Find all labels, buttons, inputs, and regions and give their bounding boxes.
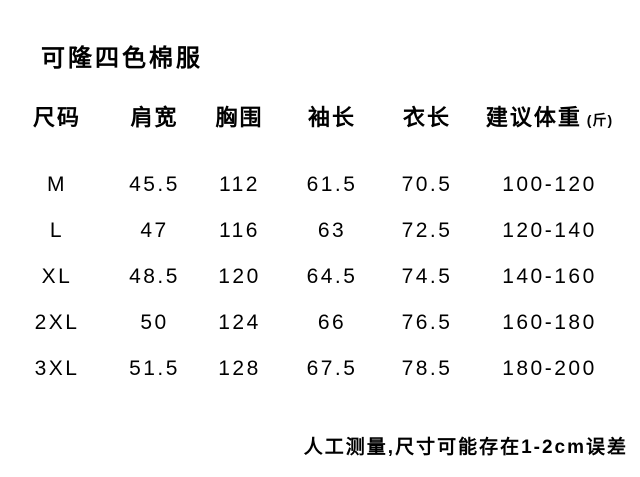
table-row: 3XL 51.5 128 67.5 78.5 180-200: [2, 346, 627, 392]
size-table: 尺码 肩宽 胸围 袖长 衣长 建议体重 (斤) M 45.5 112 61.5 70.5 100-1…: [2, 92, 627, 392]
table-cell-sleeve: 61.5: [306, 173, 358, 196]
table-cell-weight: 100-120: [502, 173, 597, 196]
table-row: 2XL 50 124 66 76.5 160-180: [2, 300, 627, 346]
table-cell-length: 72.5: [401, 219, 453, 242]
column-header-label: 衣长: [402, 105, 451, 130]
column-header-label: 袖长: [307, 105, 356, 130]
table-cell-length: 78.5: [401, 357, 453, 380]
table-cell-shoulder: 48.5: [129, 265, 180, 288]
table-cell-shoulder: 51.5: [129, 357, 180, 380]
table-cell-weight: 140-160: [502, 265, 597, 288]
table-cell-weight: 120-140: [502, 219, 597, 242]
table-row: XL 48.5 120 64.5 74.5 140-160: [2, 254, 627, 300]
table-cell-sleeve: 63: [317, 219, 347, 242]
table-cell-size: L: [49, 219, 65, 242]
table-cell-chest: 128: [218, 357, 261, 380]
page-title: 可隆四色棉服: [41, 45, 203, 72]
column-header-size: 尺码: [2, 92, 112, 162]
table-cell-chest: 116: [219, 219, 260, 242]
table-cell-weight: 180-200: [502, 357, 597, 380]
column-header-shoulder: 肩宽: [112, 92, 197, 162]
table-row: M 45.5 112 61.5 70.5 100-120: [2, 162, 627, 208]
column-header-sleeve: 袖长: [282, 92, 382, 162]
table-cell-size: 2XL: [34, 311, 80, 334]
measurement-note: 人工测量,尺寸可能存在1-2cm误差: [303, 437, 628, 458]
table-cell-length: 70.5: [401, 173, 453, 196]
table-cell-sleeve: 66: [317, 311, 347, 334]
table-cell-length: 76.5: [401, 311, 453, 334]
table-row: L 47 116 63 72.5 120-140: [2, 208, 627, 254]
column-header-weight: 建议体重 (斤): [472, 92, 627, 162]
table-cell-sleeve: 64.5: [306, 265, 358, 288]
column-header-unit: (斤): [581, 112, 614, 128]
table-cell-weight: 160-180: [502, 311, 597, 334]
table-cell-sleeve: 67.5: [306, 357, 358, 380]
table-cell-size: 3XL: [34, 357, 80, 380]
table-cell-size: XL: [41, 265, 73, 288]
table-cell-shoulder: 47: [140, 219, 169, 242]
column-header-label: 尺码: [32, 105, 81, 130]
table-cell-chest: 124: [218, 311, 261, 334]
column-header-label: 胸围: [215, 105, 264, 130]
table-cell-chest: 120: [218, 265, 261, 288]
table-cell-shoulder: 45.5: [129, 173, 180, 196]
size-table-body: M 45.5 112 61.5 70.5 100-120 L 47 116 63 72.5 120-1…: [2, 162, 627, 392]
table-cell-size: M: [47, 173, 67, 196]
column-header-chest: 胸围: [197, 92, 282, 162]
table-cell-chest: 112: [219, 173, 260, 196]
table-cell-shoulder: 50: [140, 311, 169, 334]
size-table-header-row: 尺码 肩宽 胸围 袖长 衣长 建议体重 (斤): [2, 92, 627, 162]
column-header-length: 衣长: [382, 92, 472, 162]
table-cell-length: 74.5: [401, 265, 453, 288]
column-header-label: 建议体重: [485, 105, 582, 130]
column-header-label: 肩宽: [130, 105, 179, 130]
